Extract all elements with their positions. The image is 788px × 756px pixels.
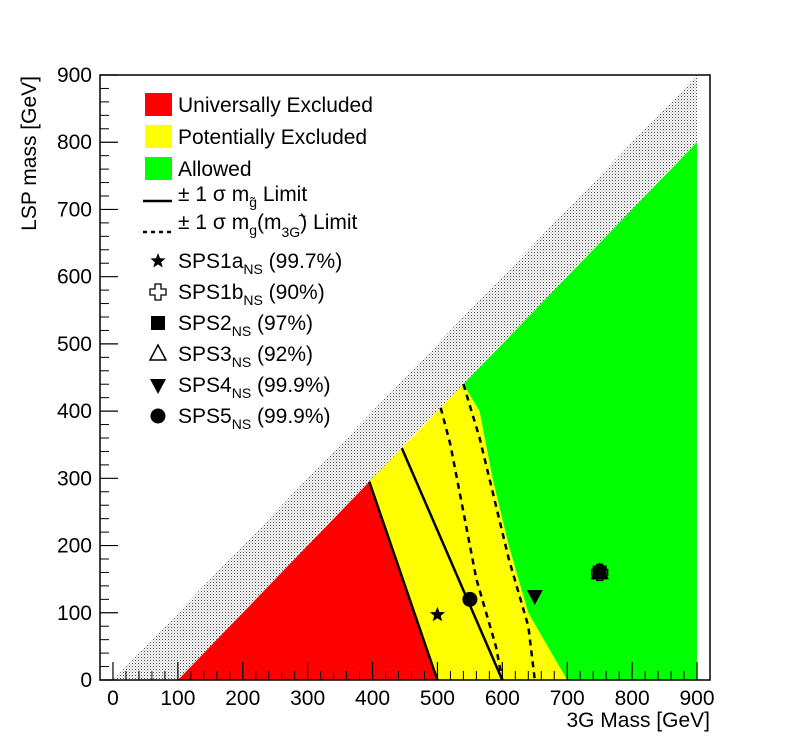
legend-marker-sps5 — [150, 408, 166, 424]
y-tick-label: 800 — [57, 131, 92, 154]
gluino-limit-line — [400, 447, 504, 680]
universally-excluded-region — [177, 481, 438, 680]
legend-point-sps1a: SPS1aNS (99.7%) — [178, 250, 342, 277]
x-tick-label: 600 — [485, 687, 520, 710]
x-tick-label: 0 — [107, 687, 119, 710]
allowed-region — [463, 142, 697, 680]
x-axis: 0 100 200 300 400 500 600 700 800 900 — [107, 662, 715, 710]
y-axis-title: LSP mass [GeV] — [18, 76, 41, 231]
y-tick-label: 0 — [80, 669, 92, 692]
legend: Universally Excluded Potentially Exclude… — [143, 93, 373, 432]
legend-marker-sps4 — [150, 379, 166, 394]
legend-solid-line: ± 1 σ mg̃ Limit — [178, 183, 307, 210]
x-tick-label: 100 — [160, 687, 195, 710]
y-tick-label: 100 — [57, 602, 92, 625]
universal-limit-line — [368, 481, 439, 680]
x-tick-label: 700 — [550, 687, 585, 710]
x-axis-title: 3G Mass [GeV] — [566, 709, 710, 732]
legend-allowed: Allowed — [178, 158, 252, 181]
x-tick-label: 900 — [679, 687, 714, 710]
plot-frame — [99, 74, 711, 681]
y-tick-label: 200 — [57, 535, 92, 558]
legend-marker-sps2 — [151, 316, 165, 330]
x-tick-label: 300 — [290, 687, 325, 710]
y-axis: 0 100 200 300 400 500 600 700 800 900 — [57, 64, 118, 692]
legend-point-sps3: SPS3NS (92%) — [178, 343, 313, 370]
legend-points: SPS1aNS (99.7%) SPS1bNS (90%) SPS2NS (97%)… — [148, 250, 342, 432]
y-tick-label: 500 — [57, 333, 92, 356]
legend-marker-sps3 — [148, 343, 168, 361]
x-tick-label: 200 — [225, 687, 260, 710]
legend-point-sps5: SPS5NS (99.9%) — [178, 405, 331, 432]
legend-potentially-excluded: Potentially Excluded — [178, 126, 367, 149]
gluino-limit-dashed-outer — [462, 383, 537, 680]
y-tick-label: 600 — [57, 266, 92, 289]
legend-swatch-green — [145, 157, 172, 180]
y-tick-label: 300 — [57, 467, 92, 490]
y-tick-label: 700 — [57, 198, 92, 221]
y-tick-label: 400 — [57, 400, 92, 423]
legend-marker-sps1b — [149, 283, 167, 301]
legend-dashed-line: ± 1 σ mg(m3G) Limit — [178, 211, 358, 240]
potentially-excluded-region — [369, 384, 568, 680]
legend-marker-sps1a — [150, 253, 166, 268]
point-sps4 — [526, 589, 543, 605]
point-sps5 — [462, 591, 478, 607]
x-tick-label: 500 — [420, 687, 455, 710]
legend-dashed-tilde: ~ — [298, 208, 306, 224]
x-tick-label: 800 — [615, 687, 650, 710]
legend-point-sps2: SPS2NS (97%) — [178, 312, 313, 339]
legend-point-sps1b: SPS1bNS (90%) — [178, 281, 325, 308]
x-tick-label: 400 — [355, 687, 390, 710]
y-tick-label: 900 — [57, 64, 92, 87]
point-sps3 — [590, 561, 609, 580]
plot-regions — [113, 75, 697, 680]
legend-swatch-red — [145, 93, 172, 116]
benchmark-points — [429, 561, 609, 622]
legend-swatch-yellow — [145, 125, 172, 148]
legend-point-sps4: SPS4NS (99.9%) — [178, 374, 331, 401]
point-sps1a — [429, 606, 446, 622]
forbidden-band — [113, 75, 697, 680]
legend-universally-excluded: Universally Excluded — [178, 94, 373, 117]
